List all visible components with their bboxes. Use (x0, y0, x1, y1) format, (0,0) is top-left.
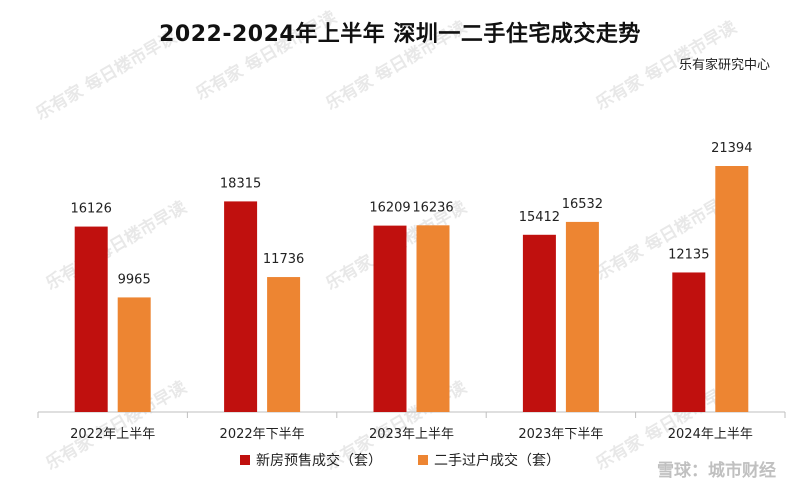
bar-new-house (373, 225, 407, 412)
bar-second-hand (416, 225, 450, 412)
bar-data-label: 15412 (519, 210, 560, 225)
x-tick-label: 2022年下半年 (220, 427, 305, 442)
source-label: 乐有家研究中心 (678, 58, 770, 73)
x-tick-label: 2024年上半年 (668, 427, 753, 442)
bar-data-label: 12135 (668, 247, 709, 262)
x-tick-label: 2022年上半年 (70, 427, 155, 442)
bar-data-label: 21394 (711, 141, 752, 156)
watermark-text: 乐有家 每日楼市早读 (42, 197, 190, 295)
legend-item-new-house-label: 新房预售成交（套） (256, 452, 382, 469)
bar-data-label: 18315 (220, 176, 261, 191)
x-tick-label: 2023年上半年 (369, 427, 454, 442)
bar-second-hand (117, 297, 151, 412)
bar-data-label: 16532 (562, 197, 603, 212)
chart-title: 2022-2024年上半年 深圳一二手住宅成交走势 (159, 22, 641, 47)
legend-item-new-house-swatch (240, 455, 250, 465)
bar-data-label: 11736 (263, 252, 304, 267)
bar-second-hand (565, 221, 599, 412)
bar-new-house (74, 226, 108, 412)
x-tick-label: 2023年下半年 (518, 427, 603, 442)
bar-new-house (224, 201, 258, 412)
bar-new-house (522, 234, 556, 412)
watermark-text: 乐有家 每日楼市早读 (42, 377, 190, 475)
legend-item-second-hand-label: 二手过户成交（套） (434, 452, 560, 469)
bar-second-hand (715, 166, 749, 412)
brand-watermark: 雪球：城市财经 (657, 461, 776, 481)
bar-data-label: 16209 (369, 201, 410, 216)
bar-new-house (672, 272, 706, 412)
bar-data-label: 16236 (412, 200, 453, 215)
bar-data-label: 9965 (118, 272, 151, 287)
bar-second-hand (267, 277, 301, 412)
bar-data-label: 16126 (71, 202, 112, 217)
legend-item-second-hand-swatch (418, 455, 428, 465)
